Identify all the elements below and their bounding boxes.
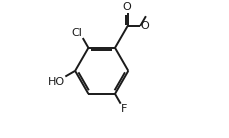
- Text: O: O: [122, 2, 131, 12]
- Text: O: O: [140, 21, 149, 31]
- Text: HO: HO: [47, 77, 64, 87]
- Text: F: F: [120, 104, 127, 114]
- Text: Cl: Cl: [71, 28, 82, 38]
